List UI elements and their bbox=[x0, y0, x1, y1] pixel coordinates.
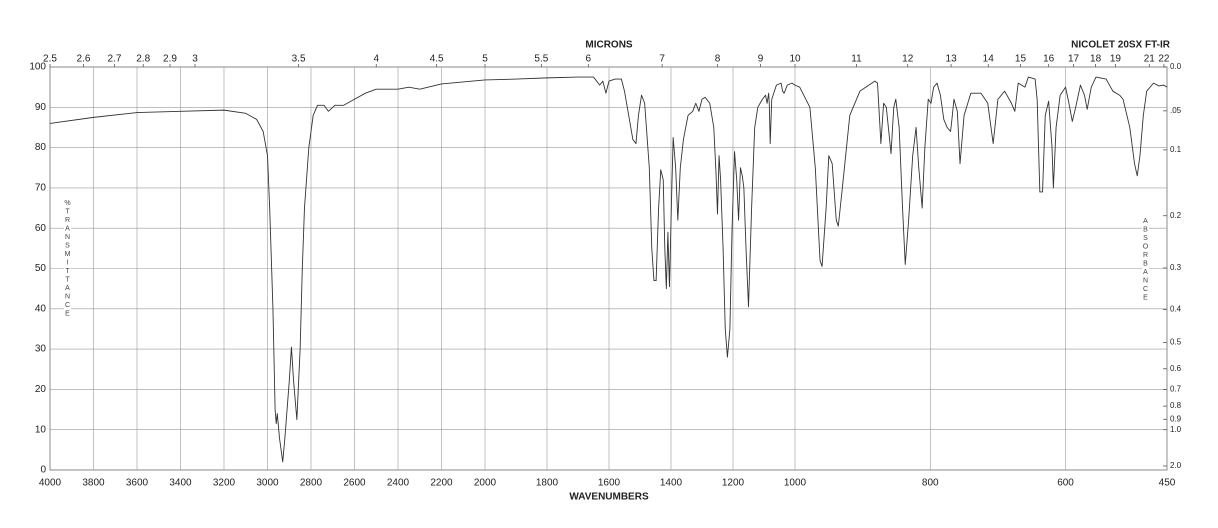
x2-tick-label: 16 bbox=[1043, 54, 1055, 65]
x-tick-label: 1600 bbox=[598, 478, 621, 489]
y2-tick-label: 0.0 bbox=[1170, 62, 1182, 71]
y-tick-label: 70 bbox=[35, 183, 47, 194]
x-tick-label: 1400 bbox=[660, 478, 683, 489]
x-tick-label: 450 bbox=[1159, 478, 1176, 489]
y2-axis-label: ABSORBANCE bbox=[1142, 218, 1149, 303]
y2-tick-label: 0.7 bbox=[1170, 385, 1182, 394]
x2-tick-label: 17 bbox=[1068, 54, 1080, 65]
x2-tick-label: 3.5 bbox=[292, 54, 306, 65]
y2-tick-label: 0.1 bbox=[1170, 145, 1182, 154]
x2-axis-label: MICRONS bbox=[585, 40, 633, 51]
y2-tick-label: .05 bbox=[1170, 106, 1182, 115]
x2-tick-label: 19 bbox=[1110, 54, 1122, 65]
x2-tick-label: 13 bbox=[946, 54, 958, 65]
y-tick-label: 40 bbox=[35, 303, 47, 314]
spectrum-line bbox=[49, 76, 1168, 463]
x2-tick-label: 4 bbox=[373, 54, 379, 65]
y-tick-label: 30 bbox=[35, 344, 47, 355]
chart-title: NICOLET 20SX FT-IR bbox=[1071, 40, 1171, 51]
x2-tick-label: 15 bbox=[1015, 54, 1027, 65]
y2-tick-label: 2.0 bbox=[1170, 461, 1182, 470]
x2-tick-label: 5 bbox=[482, 54, 488, 65]
y-tick-label: 50 bbox=[35, 263, 47, 274]
x-tick-label: 2400 bbox=[387, 478, 410, 489]
y2-tick-label: 0.8 bbox=[1170, 401, 1182, 410]
x2-tick-label: 18 bbox=[1090, 54, 1102, 65]
x2-tick-label: 11 bbox=[851, 54, 862, 65]
x-tick-label: 800 bbox=[922, 478, 939, 489]
y2-tick-label: 0.2 bbox=[1170, 211, 1182, 220]
y2-tick-label: 0.6 bbox=[1170, 364, 1182, 373]
x2-tick-label: 7 bbox=[659, 54, 665, 65]
x2-tick-label: 5.5 bbox=[534, 54, 548, 65]
y-tick-label: 10 bbox=[35, 424, 47, 435]
x2-tick-label: 2.7 bbox=[107, 54, 121, 65]
x2-tick-label: 2.5 bbox=[43, 54, 57, 65]
x2-tick-label: 4.5 bbox=[430, 54, 444, 65]
x-tick-label: 3200 bbox=[213, 478, 236, 489]
y-tick-label: 80 bbox=[35, 142, 47, 153]
x2-tick-label: 10 bbox=[789, 54, 801, 65]
x-tick-label: 1800 bbox=[536, 478, 559, 489]
x2-tick-label: 3 bbox=[192, 54, 198, 65]
x-tick-label: 3800 bbox=[82, 478, 105, 489]
y2-tick-label: 0.9 bbox=[1170, 414, 1182, 423]
x2-tick-label: 6 bbox=[586, 54, 592, 65]
y-tick-label: 20 bbox=[35, 384, 47, 395]
x2-tick-label: 12 bbox=[902, 54, 914, 65]
x-axis-label: WAVENUMBERS bbox=[569, 492, 649, 503]
x2-tick-label: 2.8 bbox=[136, 54, 150, 65]
x2-tick-label: 2.6 bbox=[77, 54, 91, 65]
y2-tick-label: 1.0 bbox=[1170, 425, 1182, 434]
y2-tick-label: 0.3 bbox=[1170, 263, 1182, 272]
y-axis-label: %TRANSMITTANCE bbox=[64, 200, 71, 319]
x-tick-label: 600 bbox=[1057, 478, 1074, 489]
y2-tick-label: 0.5 bbox=[1170, 338, 1182, 347]
x2-tick-label: 2.9 bbox=[163, 54, 177, 65]
x-tick-label: 4000 bbox=[39, 478, 62, 489]
y-tick-label: 100 bbox=[29, 62, 46, 73]
y2-tick-label: 0.4 bbox=[1170, 305, 1182, 314]
x-tick-label: 2600 bbox=[343, 478, 366, 489]
x-tick-label: 2000 bbox=[474, 478, 497, 489]
x-tick-label: 3600 bbox=[126, 478, 149, 489]
y-tick-label: 90 bbox=[35, 102, 47, 113]
x-tick-label: 3400 bbox=[169, 478, 192, 489]
x-tick-label: 2800 bbox=[300, 478, 323, 489]
x-tick-label: 3000 bbox=[256, 478, 279, 489]
x2-tick-label: 9 bbox=[758, 54, 764, 65]
y-tick-label: 60 bbox=[35, 223, 47, 234]
x2-tick-label: 8 bbox=[715, 54, 721, 65]
x-tick-label: 1000 bbox=[784, 478, 807, 489]
x2-tick-label: 21 bbox=[1144, 54, 1156, 65]
y-tick-label: 0 bbox=[40, 465, 46, 476]
x-tick-label: 1200 bbox=[722, 478, 745, 489]
x2-tick-label: 14 bbox=[983, 54, 995, 65]
x2-tick-label: 22 bbox=[1158, 54, 1170, 65]
x-tick-label: 2200 bbox=[430, 478, 453, 489]
